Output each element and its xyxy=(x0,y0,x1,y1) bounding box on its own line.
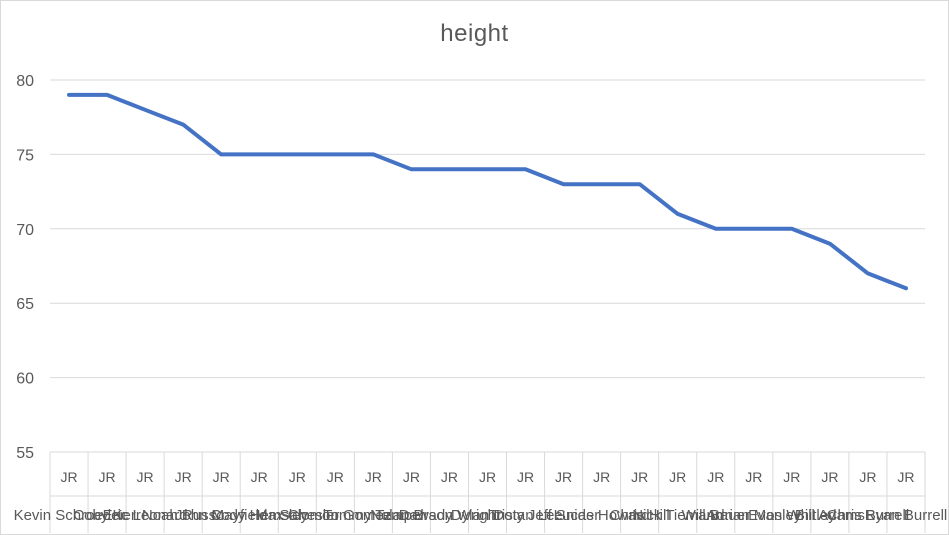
x-category-label: Lucas Howard xyxy=(554,507,650,524)
x-category-label: Will Bauer xyxy=(682,507,750,524)
x-group-label: JR xyxy=(99,469,116,485)
x-group-label: JR xyxy=(897,469,914,485)
x-group-label: JR xyxy=(631,469,648,485)
y-tick-label: 65 xyxy=(16,296,34,313)
data-point xyxy=(752,227,756,231)
x-group-label: JR xyxy=(213,469,230,485)
y-tick-label: 80 xyxy=(16,73,34,90)
x-category-label: Nolan Brady xyxy=(370,507,453,524)
x-category-label: Ryan Burrell xyxy=(865,507,948,524)
x-group-label: JR xyxy=(821,469,838,485)
x-group-label: JR xyxy=(251,469,268,485)
x-category-label: Dylan Doty xyxy=(451,507,525,524)
y-axis-ticks: 80 75 70 65 60 55 xyxy=(16,73,34,462)
x-group-label: JR xyxy=(479,469,496,485)
y-tick-label: 75 xyxy=(16,147,34,164)
x-axis-category-labels: JR Kevin Schroeder JR Coby Kerr JR Eric Leona… xyxy=(14,469,948,524)
data-point xyxy=(486,167,490,171)
x-category-label: Nick Tiemann xyxy=(632,507,723,524)
x-group-label: JR xyxy=(403,469,420,485)
data-point xyxy=(257,152,261,156)
x-group-label: JR xyxy=(669,469,686,485)
data-point xyxy=(600,182,604,186)
x-group-label: JR xyxy=(745,469,762,485)
gridlines xyxy=(49,79,926,533)
data-point xyxy=(524,167,528,171)
data-point xyxy=(333,152,337,156)
data-point xyxy=(790,227,794,231)
data-point xyxy=(828,242,832,246)
x-group-label: JR xyxy=(289,469,306,485)
x-group-label: JR xyxy=(593,469,610,485)
x-group-label: JR xyxy=(441,469,458,485)
data-point xyxy=(105,93,109,97)
x-category-label: Chris Burrell xyxy=(827,507,910,524)
x-category-label: Coby Kerr xyxy=(73,507,141,524)
x-category-label: Tristan Lee xyxy=(488,507,562,524)
data-point xyxy=(181,123,185,127)
x-category-label: Dawson Wright xyxy=(399,507,501,524)
x-group-label: JR xyxy=(707,469,724,485)
x-category-label: Evan Whitley xyxy=(748,507,836,524)
data-point xyxy=(67,93,71,97)
y-tick-label: 55 xyxy=(16,445,34,462)
x-group-label: JR xyxy=(517,469,534,485)
x-category-label: John Mayfield xyxy=(175,507,268,524)
x-group-label: JR xyxy=(60,469,77,485)
data-point xyxy=(219,152,223,156)
x-category-label: Bill Adams xyxy=(795,507,865,524)
data-point xyxy=(371,152,375,156)
x-group-label: JR xyxy=(555,469,572,485)
x-category-label: Tommy Tempel xyxy=(323,507,424,524)
y-tick-label: 70 xyxy=(16,222,34,239)
data-point xyxy=(714,227,718,231)
data-point xyxy=(143,108,147,112)
chart-title: height xyxy=(440,20,509,47)
x-category-label: Adrian Mosley xyxy=(706,507,802,524)
x-group-label: JR xyxy=(327,469,344,485)
data-point xyxy=(562,182,566,186)
x-category-label: Jeff Snider xyxy=(528,507,599,524)
x-group-label: JR xyxy=(175,469,192,485)
y-tick-label: 60 xyxy=(16,371,34,388)
x-category-label: Chris Hill xyxy=(610,507,670,524)
x-category-label: Max Chesler xyxy=(255,507,339,524)
series-line xyxy=(67,92,908,291)
data-point xyxy=(447,167,451,171)
x-group-label: JR xyxy=(783,469,800,485)
x-category-label: Noah Russo xyxy=(142,507,225,524)
x-group-label: JR xyxy=(859,469,876,485)
x-category-label: Eric Leonard xyxy=(103,507,188,524)
x-category-label: Salomon Gomez xyxy=(279,507,391,524)
x-category-label: Cody Hemsley xyxy=(210,507,308,524)
data-point xyxy=(676,212,680,216)
data-point xyxy=(409,167,413,171)
data-point xyxy=(638,182,642,186)
x-group-label: JR xyxy=(365,469,382,485)
x-category-label: Kevin Schroeder xyxy=(14,507,125,524)
series-layer xyxy=(67,92,908,291)
data-point xyxy=(295,152,299,156)
data-point xyxy=(866,271,870,275)
data-point xyxy=(904,286,908,290)
x-group-label: JR xyxy=(137,469,154,485)
